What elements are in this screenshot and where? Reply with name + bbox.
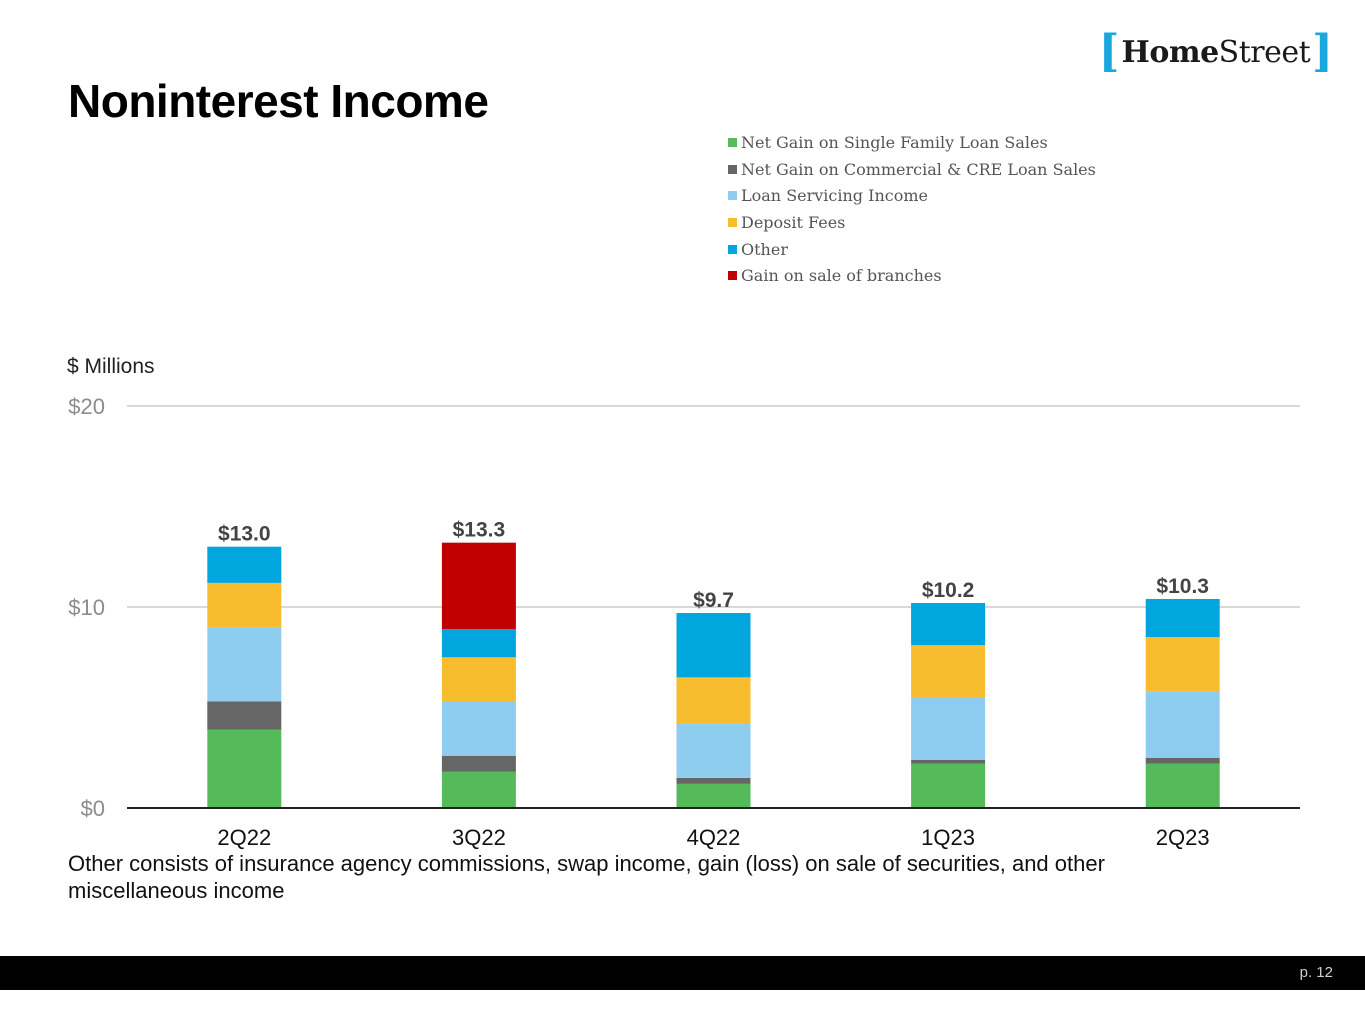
legend-swatch [728,271,737,281]
bar-segment [207,582,282,628]
logo-wordmark: HomeStreet [1119,35,1312,70]
bar-segment [911,645,986,698]
legend-swatch [728,244,737,254]
legend-label: Deposit Fees [741,212,846,232]
bar-total-label: $13.0 [218,523,271,546]
bar-segment [207,729,282,808]
bar-segment [676,613,751,678]
units-label: $ Millions [67,355,155,378]
bar-segment [1145,598,1220,638]
bar-segment [441,657,516,702]
y-tick-label: $10 [68,595,105,620]
bar-segment [1145,763,1220,808]
stacked-bar-chart: $0 $10 $20 $13.0 2Q22 $13.3 3Q22 $9.7 4Q22 $10.2 1… [68,394,1300,850]
logo-bracket-left: [ [1098,26,1120,77]
bar-segment [911,602,986,646]
logo-part-street: Street [1218,34,1311,70]
legend-item: Net Gain on Single Family Loan Sales [728,129,1096,156]
legend-label: Net Gain on Commercial & CRE Loan Sales [741,159,1096,179]
chart-legend: Net Gain on Single Family Loan Sales Net … [728,129,1096,289]
legend-label: Other [741,239,788,259]
y-tick-label: $20 [68,394,105,419]
bar-segment [441,771,516,808]
footer-bar: p. 12 [0,956,1365,990]
bar-total-label: $10.3 [1156,575,1209,598]
bar-segment [1145,757,1220,764]
page-title: Noninterest Income [68,75,489,127]
x-tick-label: 1Q23 [921,825,975,850]
bar-segment [207,627,282,702]
bar-segment [911,763,986,808]
legend-item: Deposit Fees [728,209,1096,236]
bar-segment [676,677,751,724]
bar-segment [207,546,282,583]
legend-item: Other [728,236,1096,263]
legend-swatch [728,137,737,147]
legend-label: Net Gain on Single Family Loan Sales [741,132,1048,152]
logo-bracket-right: ] [1312,26,1333,77]
footnote: Other consists of insurance agency commi… [68,851,1105,903]
bar-segment [1145,691,1220,758]
legend-label: Gain on sale of branches [741,266,942,286]
x-tick-label: 2Q22 [217,825,271,850]
legend-swatch [728,217,737,227]
bar-segment [676,723,751,778]
bar-segment [441,542,516,630]
legend-item: Net Gain on Commercial & CRE Loan Sales [728,156,1096,183]
bar-segment [676,777,751,784]
bar-total-label: $9.7 [693,589,734,612]
legend-item: Gain on sale of branches [728,262,1096,289]
bar-segment [676,783,751,808]
bar-segment [441,755,516,772]
bar-total-label: $10.2 [922,579,975,602]
bar-segment [1145,637,1220,692]
legend-item: Loan Servicing Income [728,182,1096,209]
bar-total-label: $13.3 [453,519,506,542]
homestreet-logo: [ HomeStreet ] [1099,30,1333,74]
legend-label: Loan Servicing Income [741,186,928,206]
logo-part-home: Home [1121,34,1219,70]
x-tick-label: 2Q23 [1156,825,1210,850]
bar-segment [441,701,516,756]
legend-swatch [728,164,737,174]
x-tick-label: 3Q22 [452,825,506,850]
bar-segment [207,701,282,730]
bar-segment [441,629,516,658]
bar-segment [911,759,986,764]
bar-segment [911,697,986,760]
x-tick-label: 4Q22 [687,825,741,850]
legend-swatch [728,191,737,201]
page-number: p. 12 [1299,964,1333,981]
y-tick-label: $0 [81,796,105,821]
